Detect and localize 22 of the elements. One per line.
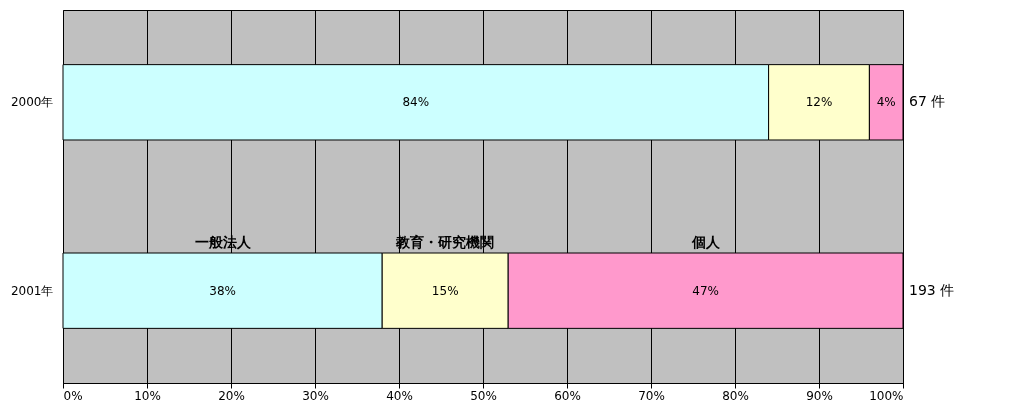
x-tick-label: 80% xyxy=(722,388,749,403)
data-label: 38% xyxy=(209,283,236,298)
data-label: 15% xyxy=(431,283,459,298)
y-tick-label: 2001年 xyxy=(10,283,54,298)
series-label: 個人 xyxy=(690,234,721,251)
annotation: 193 件 xyxy=(909,281,955,298)
x-tick-label: 0% xyxy=(63,388,83,403)
x-tick-label: 90% xyxy=(806,388,833,403)
data-label: 12% xyxy=(805,95,833,110)
data-label: 4% xyxy=(876,95,896,110)
x-tick-label: 20% xyxy=(218,388,245,403)
annotation: 67 件 xyxy=(909,93,946,110)
data-label: 84% xyxy=(402,95,430,110)
data-label: 47% xyxy=(692,283,719,298)
x-tick-label: 50% xyxy=(470,388,497,403)
x-tick-label: 10% xyxy=(134,388,161,403)
y-tick-label: 2000年 xyxy=(10,95,54,110)
x-tick-label: 70% xyxy=(638,388,665,403)
x-tick-label: 40% xyxy=(386,388,413,403)
x-tick-label: 30% xyxy=(302,388,329,403)
x-tick-label: 100% xyxy=(869,388,904,403)
x-tick-label: 60% xyxy=(554,388,581,403)
